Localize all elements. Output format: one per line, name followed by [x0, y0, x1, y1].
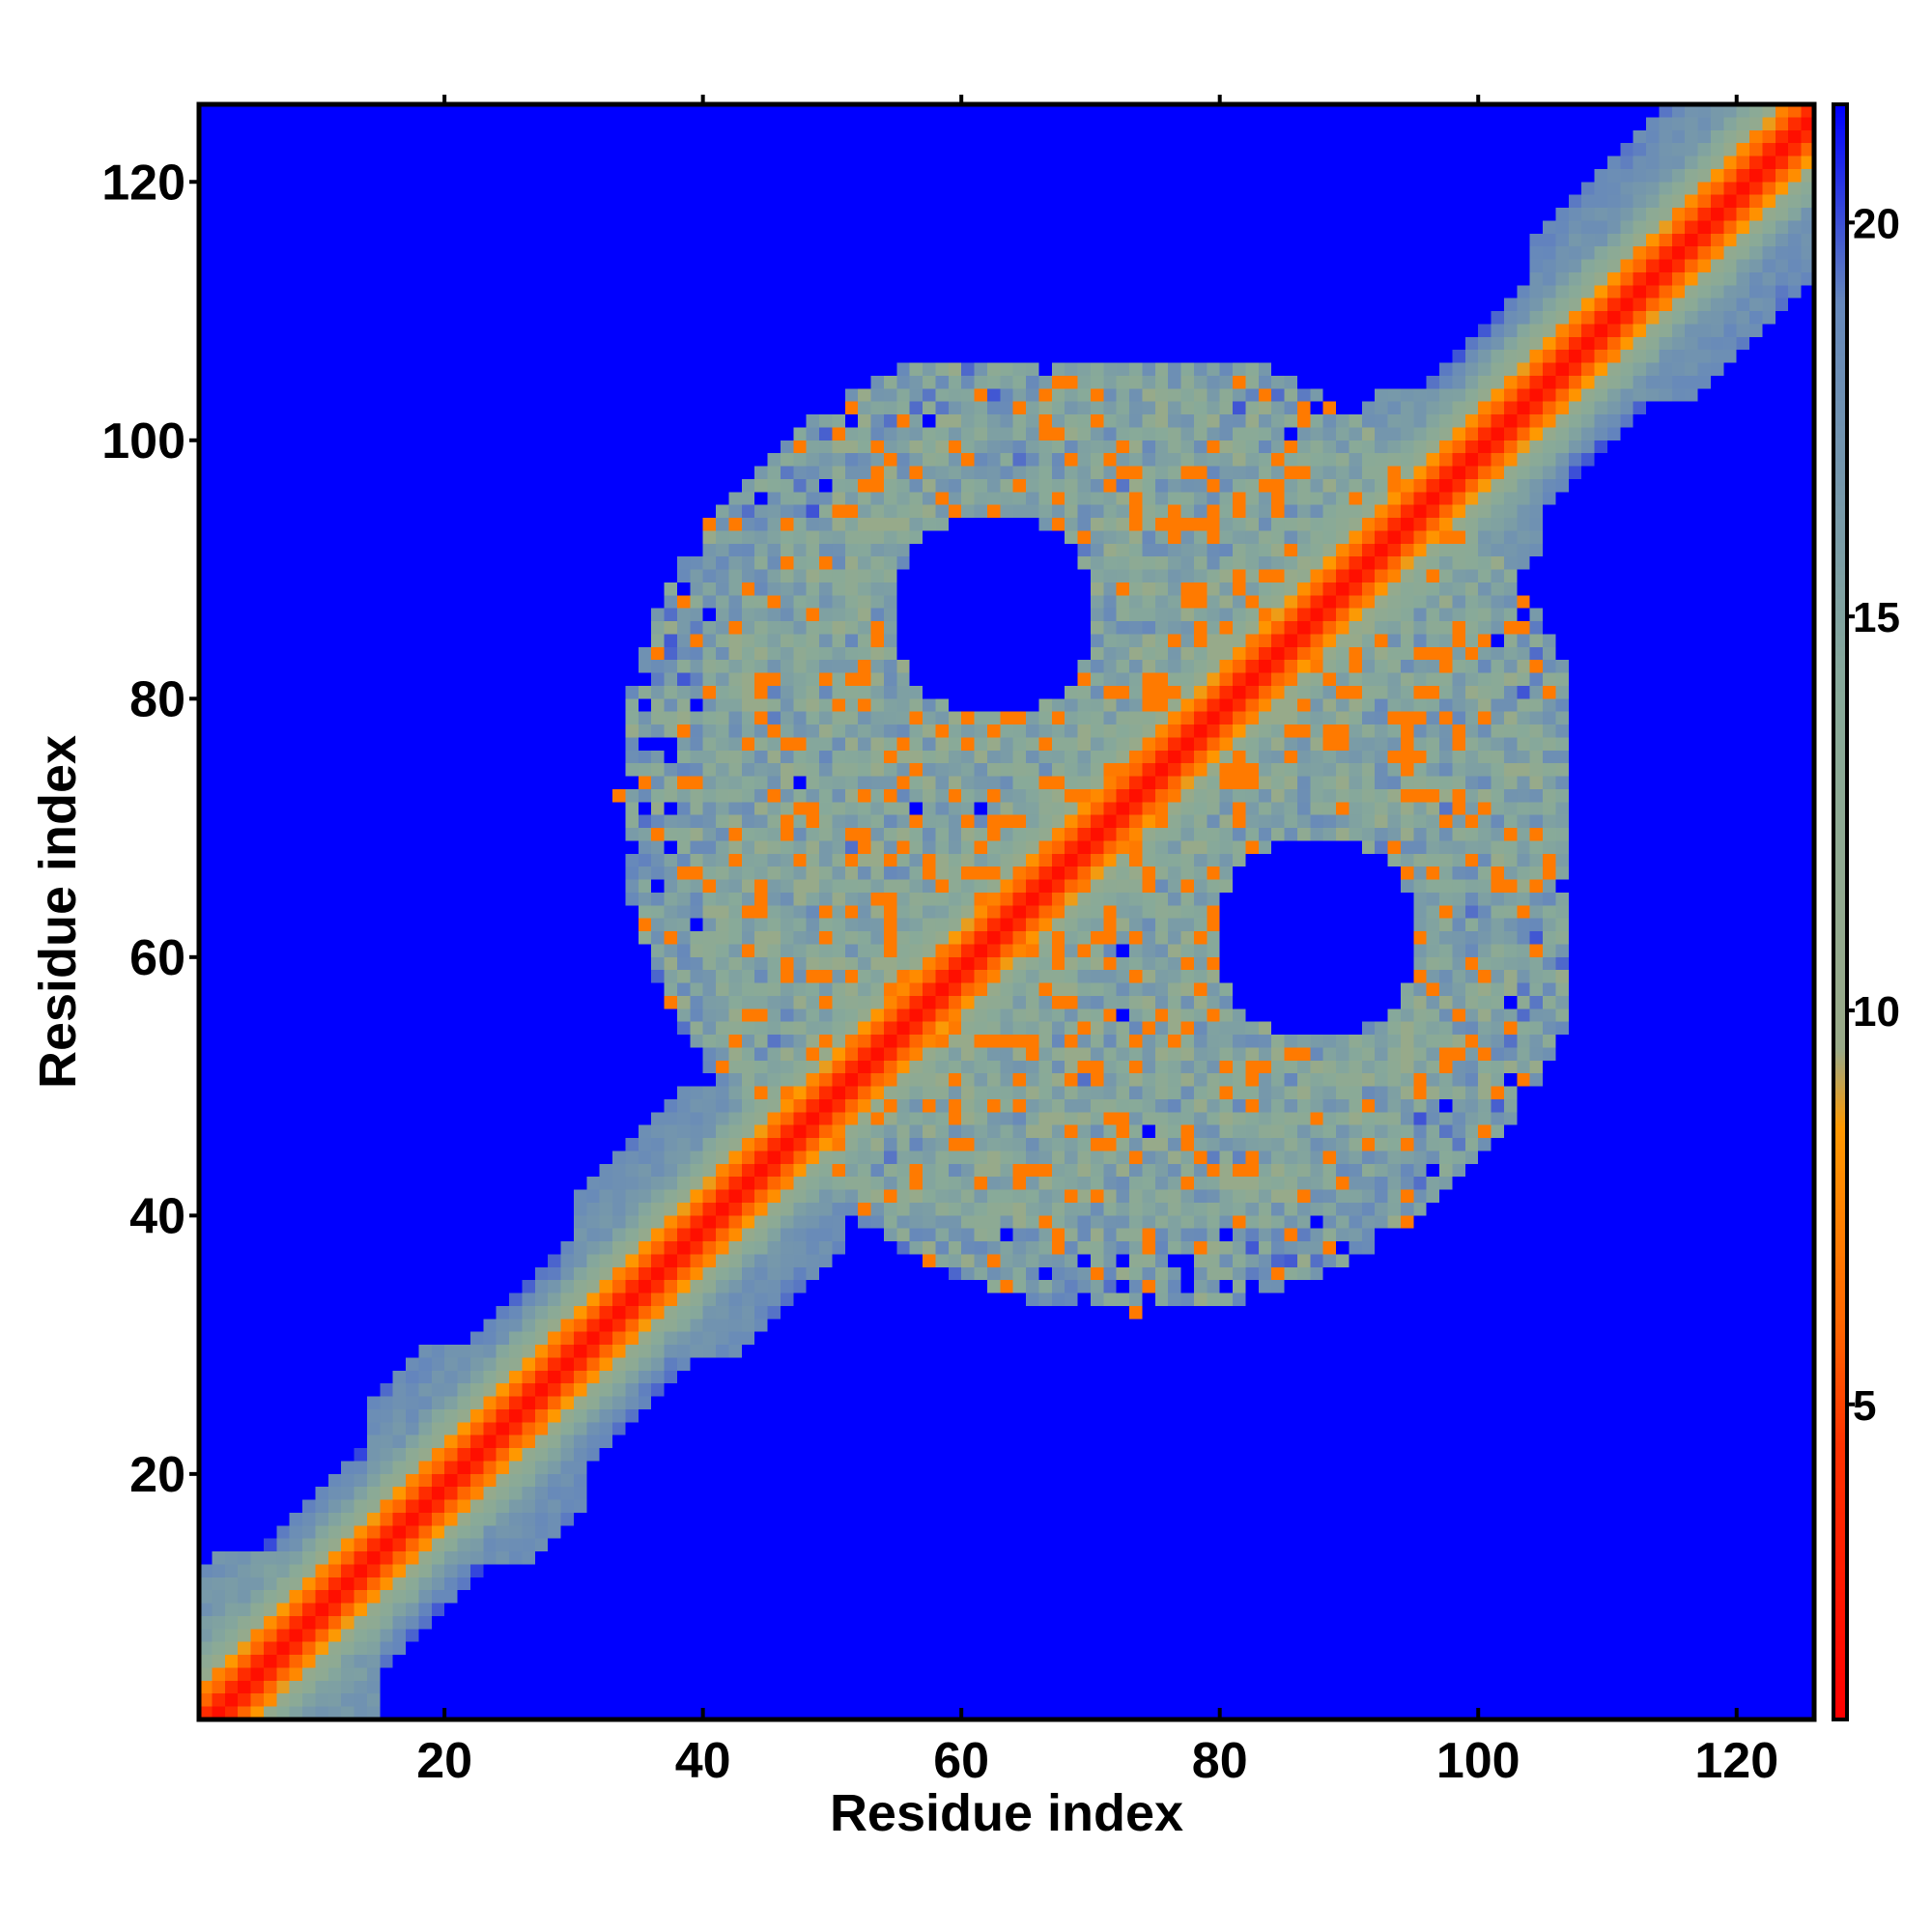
y-tick-label: 80	[129, 671, 185, 727]
x-tick-label: 120	[1694, 1733, 1778, 1789]
colorbar	[1833, 104, 1847, 1719]
y-tick-label: 20	[129, 1447, 185, 1503]
plot-frame	[196, 101, 1817, 1722]
x-axis-title: Residue index	[830, 1784, 1183, 1842]
y-tick-label: 40	[129, 1188, 185, 1244]
x-tick-label: 40	[675, 1733, 731, 1789]
y-axis-title: Residue index	[29, 735, 87, 1089]
y-tick-label: 120	[101, 155, 185, 211]
colorbar-frame	[1832, 102, 1849, 1721]
x-axis-ticks: 20 40 60 80 100 120	[416, 95, 1778, 1789]
heatmap-plot-area	[199, 104, 1814, 1719]
colorbar-tick-label: 5	[1853, 1382, 1876, 1430]
colorbar-ticks: 5 10 15 20	[1847, 200, 1900, 1430]
colorbar-tick-label: 20	[1853, 200, 1900, 247]
x-tick-label: 80	[1192, 1733, 1248, 1789]
x-tick-label: 100	[1436, 1733, 1520, 1789]
x-tick-label: 20	[416, 1733, 472, 1789]
y-tick-label: 100	[101, 413, 185, 469]
colorbar-tick-label: 10	[1853, 988, 1900, 1036]
colorbar-tick-label: 15	[1853, 594, 1900, 641]
x-tick-label: 60	[933, 1733, 989, 1789]
y-tick-label: 60	[129, 930, 185, 986]
y-axis-ticks: 20 40 60 80 100 120	[101, 155, 199, 1503]
